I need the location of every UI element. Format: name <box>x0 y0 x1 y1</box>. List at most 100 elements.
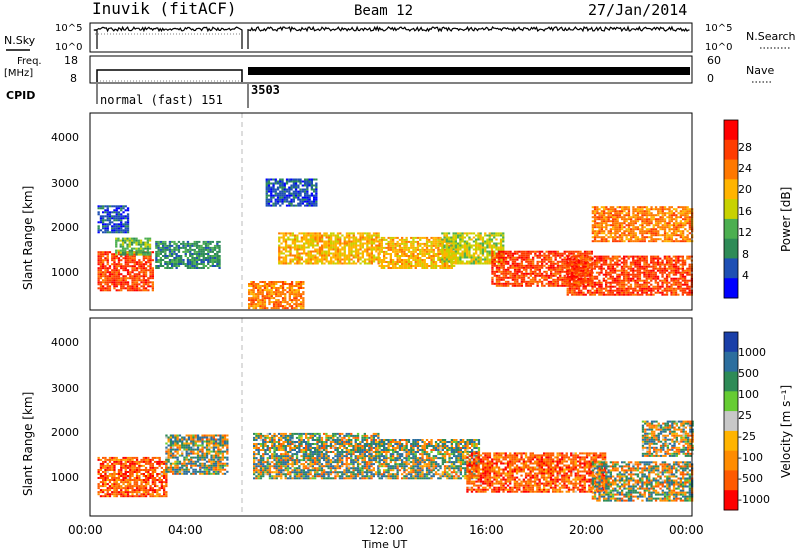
power-cell <box>643 232 646 235</box>
power-cell <box>104 219 107 222</box>
power-cell <box>616 289 619 292</box>
power-cell <box>432 255 435 257</box>
power-cell <box>575 269 578 272</box>
power-cell <box>270 192 273 195</box>
power-cell <box>313 190 316 193</box>
power-cell <box>663 255 666 258</box>
power-cell <box>495 282 499 285</box>
power-cell <box>670 271 673 274</box>
power-cell <box>394 253 397 255</box>
power-cell <box>423 244 426 247</box>
power-cell <box>659 263 662 266</box>
power-cell <box>372 242 376 245</box>
power-cell <box>589 289 592 292</box>
power-cell <box>634 226 637 229</box>
power-cell <box>142 285 145 288</box>
power-cell <box>102 205 105 208</box>
power-cell <box>520 278 523 281</box>
power-cell <box>571 277 574 280</box>
power-cell <box>623 277 626 280</box>
power-cell <box>396 244 399 247</box>
power-cell <box>325 250 328 253</box>
power-cell <box>389 267 392 269</box>
power-cell <box>191 244 194 247</box>
power-cell <box>591 230 594 233</box>
power-cell <box>627 230 631 233</box>
power-cell <box>607 291 610 294</box>
power-cell <box>315 204 318 207</box>
power-cell <box>218 263 221 265</box>
power-cell <box>684 218 687 221</box>
power-cell <box>600 228 603 231</box>
power-cell <box>126 213 130 216</box>
power-cell <box>571 287 574 290</box>
power-cell <box>682 232 685 235</box>
power-cell <box>137 249 140 252</box>
power-cell <box>659 234 662 237</box>
power-cell <box>593 255 596 258</box>
power-cell <box>122 223 125 226</box>
power-cell <box>638 261 642 264</box>
power-cell <box>146 241 149 244</box>
power-cell <box>522 266 526 269</box>
power-cell <box>605 275 608 278</box>
power-cell <box>488 254 491 257</box>
power-cell <box>102 231 105 234</box>
power-cell <box>621 226 624 229</box>
power-cell <box>106 219 109 222</box>
power-cell <box>122 207 125 210</box>
power-cell <box>580 263 583 266</box>
power-cell <box>612 240 615 243</box>
power-cell <box>666 236 669 239</box>
power-cell <box>332 252 335 255</box>
power-cell <box>430 244 433 247</box>
power-cell <box>133 275 136 278</box>
power-cell <box>472 258 476 261</box>
power-cell <box>679 212 682 215</box>
power-cell <box>106 269 109 272</box>
power-cell <box>375 250 378 253</box>
power-cell <box>198 250 201 253</box>
power-cell <box>563 256 566 259</box>
power-cell <box>157 259 160 261</box>
power-cell <box>392 246 395 249</box>
power-cell <box>598 281 601 284</box>
power-cell <box>632 232 635 235</box>
power-cell <box>652 255 655 258</box>
power-cell <box>641 279 644 282</box>
power-cell <box>387 261 390 263</box>
power-cell <box>314 244 317 247</box>
power-cell <box>468 246 471 249</box>
power-cell <box>113 259 116 262</box>
power-cell <box>147 257 150 260</box>
power-cell <box>577 250 580 253</box>
power-cell <box>115 241 118 244</box>
power-cell <box>657 222 660 225</box>
power-cell <box>612 220 615 223</box>
power-cell <box>272 281 276 283</box>
power-cell <box>430 261 433 263</box>
power-cell <box>641 265 644 268</box>
power-cell <box>312 240 315 243</box>
power-cell <box>513 264 517 267</box>
power-cell <box>266 297 269 300</box>
power-cell <box>674 271 678 274</box>
power-cell <box>124 205 127 208</box>
power-cell <box>147 265 150 268</box>
power-cell <box>193 265 196 267</box>
power-cell <box>257 291 260 294</box>
power-cell <box>443 232 446 235</box>
power-cell <box>605 285 608 288</box>
power-cell <box>632 291 635 294</box>
power-cell <box>677 271 680 274</box>
power-cell <box>545 282 548 285</box>
power-cell <box>661 259 664 262</box>
power-cell <box>614 234 617 237</box>
power-cell <box>277 287 280 289</box>
power-cell <box>111 273 114 276</box>
power-cell <box>591 291 594 294</box>
power-cell <box>257 299 260 302</box>
power-cell <box>104 283 107 286</box>
power-cell <box>584 257 587 260</box>
power-cell <box>284 299 287 302</box>
